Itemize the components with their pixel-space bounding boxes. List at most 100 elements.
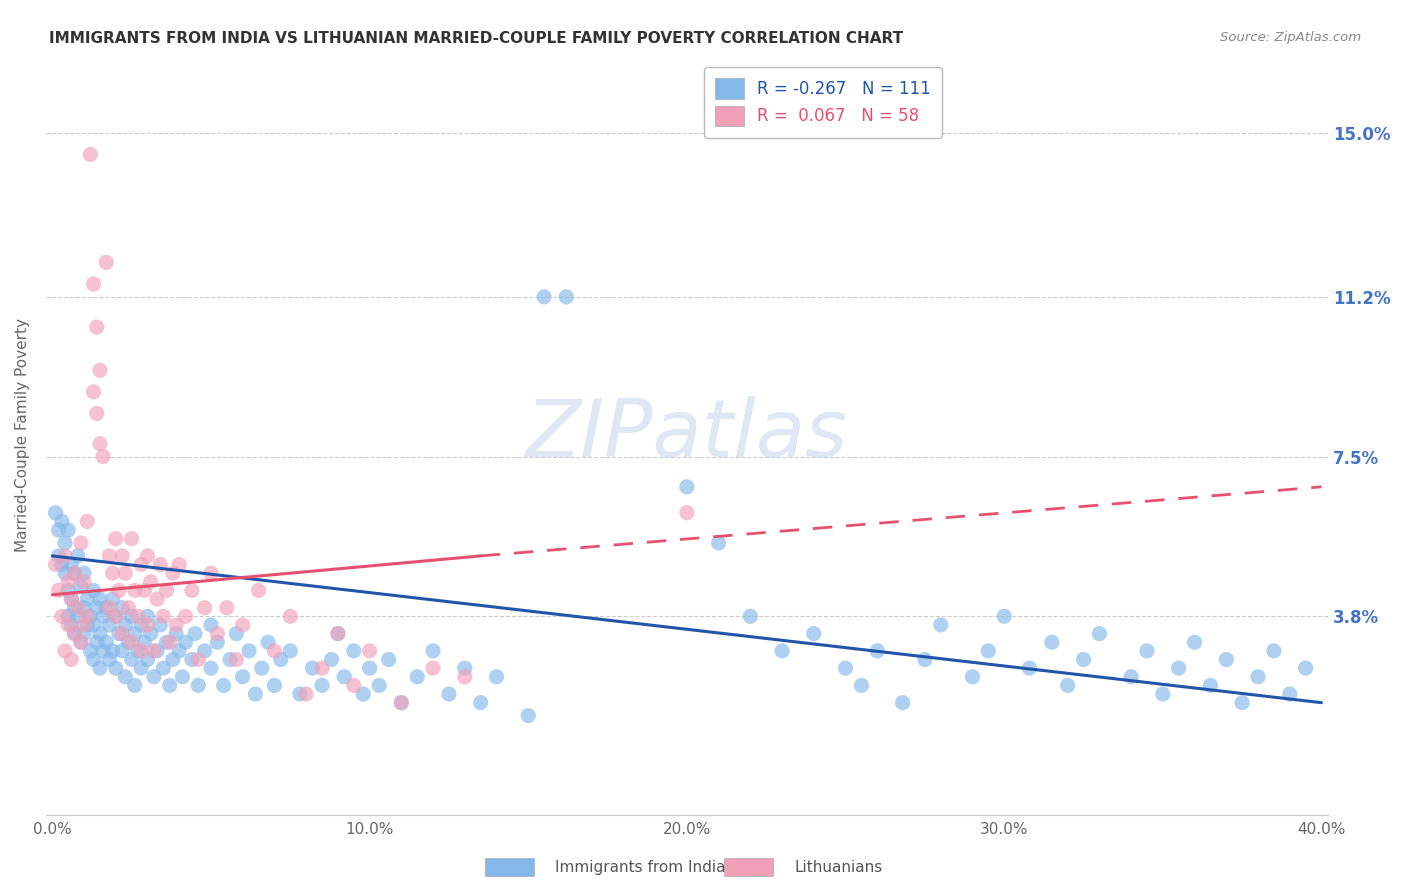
Point bbox=[60, 558, 83, 572]
Point bbox=[129, 558, 152, 572]
Point bbox=[851, 678, 873, 692]
Point bbox=[73, 574, 96, 589]
Point bbox=[1215, 652, 1237, 666]
Point bbox=[278, 644, 301, 658]
Text: Source: ZipAtlas.com: Source: ZipAtlas.com bbox=[1220, 31, 1361, 45]
Point bbox=[311, 678, 333, 692]
Point bbox=[866, 644, 889, 658]
Point bbox=[111, 600, 134, 615]
Point bbox=[159, 678, 181, 692]
Point bbox=[1247, 670, 1270, 684]
Point bbox=[1119, 670, 1142, 684]
Point bbox=[124, 583, 146, 598]
Point bbox=[56, 583, 79, 598]
Point bbox=[162, 652, 184, 666]
Point bbox=[165, 626, 187, 640]
Point bbox=[127, 644, 149, 658]
Point bbox=[295, 687, 318, 701]
Point bbox=[56, 618, 79, 632]
Point bbox=[389, 696, 412, 710]
Point bbox=[207, 626, 229, 640]
Point bbox=[740, 609, 762, 624]
Point bbox=[86, 407, 108, 421]
Point bbox=[146, 644, 169, 658]
Point bbox=[44, 558, 66, 572]
Point bbox=[167, 644, 190, 658]
Point bbox=[111, 626, 134, 640]
Point bbox=[263, 678, 285, 692]
Point bbox=[149, 618, 172, 632]
Point bbox=[91, 450, 114, 464]
Point bbox=[1199, 678, 1222, 692]
Point bbox=[517, 708, 540, 723]
Point bbox=[136, 549, 159, 563]
Point bbox=[129, 644, 152, 658]
Point bbox=[98, 549, 121, 563]
Point bbox=[238, 644, 260, 658]
Point bbox=[152, 661, 174, 675]
Point bbox=[1018, 661, 1040, 675]
Point bbox=[121, 609, 143, 624]
Point bbox=[270, 652, 292, 666]
Point bbox=[676, 506, 699, 520]
Point bbox=[139, 574, 162, 589]
Point bbox=[225, 626, 247, 640]
Point bbox=[66, 609, 89, 624]
Point bbox=[1184, 635, 1206, 649]
Point bbox=[200, 661, 222, 675]
Point bbox=[117, 635, 139, 649]
Point bbox=[121, 652, 143, 666]
Point bbox=[422, 661, 444, 675]
Point bbox=[91, 644, 114, 658]
Point bbox=[117, 600, 139, 615]
Text: ZIPatlas: ZIPatlas bbox=[526, 396, 848, 474]
Point bbox=[121, 532, 143, 546]
Point bbox=[73, 626, 96, 640]
Point bbox=[124, 678, 146, 692]
Point bbox=[389, 696, 412, 710]
Point bbox=[155, 635, 177, 649]
Point bbox=[136, 609, 159, 624]
Point bbox=[326, 626, 349, 640]
Point bbox=[76, 609, 98, 624]
Point bbox=[98, 618, 121, 632]
Point bbox=[1295, 661, 1317, 675]
Point bbox=[134, 583, 156, 598]
Point bbox=[79, 644, 101, 658]
Point bbox=[676, 480, 699, 494]
Point bbox=[172, 670, 194, 684]
Point bbox=[422, 644, 444, 658]
Point bbox=[48, 549, 70, 563]
Point bbox=[73, 600, 96, 615]
Point bbox=[200, 618, 222, 632]
Point bbox=[803, 626, 825, 640]
Point bbox=[263, 644, 285, 658]
Point bbox=[56, 574, 79, 589]
Point bbox=[1152, 687, 1174, 701]
Point bbox=[83, 652, 105, 666]
Point bbox=[70, 635, 93, 649]
Point bbox=[174, 609, 197, 624]
Point bbox=[187, 652, 209, 666]
Point bbox=[63, 566, 86, 581]
Point bbox=[51, 514, 73, 528]
Point bbox=[83, 583, 105, 598]
Point bbox=[111, 549, 134, 563]
Point bbox=[66, 549, 89, 563]
Point bbox=[1088, 626, 1111, 640]
Point bbox=[146, 592, 169, 607]
Point bbox=[101, 592, 124, 607]
Point bbox=[114, 618, 136, 632]
Point bbox=[212, 678, 235, 692]
Legend: R = -0.267   N = 111, R =  0.067   N = 58: R = -0.267 N = 111, R = 0.067 N = 58 bbox=[704, 67, 942, 137]
Point bbox=[89, 661, 111, 675]
Point bbox=[215, 600, 238, 615]
Point bbox=[53, 566, 76, 581]
Point bbox=[333, 670, 356, 684]
Point bbox=[250, 661, 273, 675]
Point bbox=[104, 661, 127, 675]
Point bbox=[129, 661, 152, 675]
Point bbox=[121, 635, 143, 649]
Point bbox=[96, 635, 118, 649]
Point bbox=[83, 277, 105, 291]
